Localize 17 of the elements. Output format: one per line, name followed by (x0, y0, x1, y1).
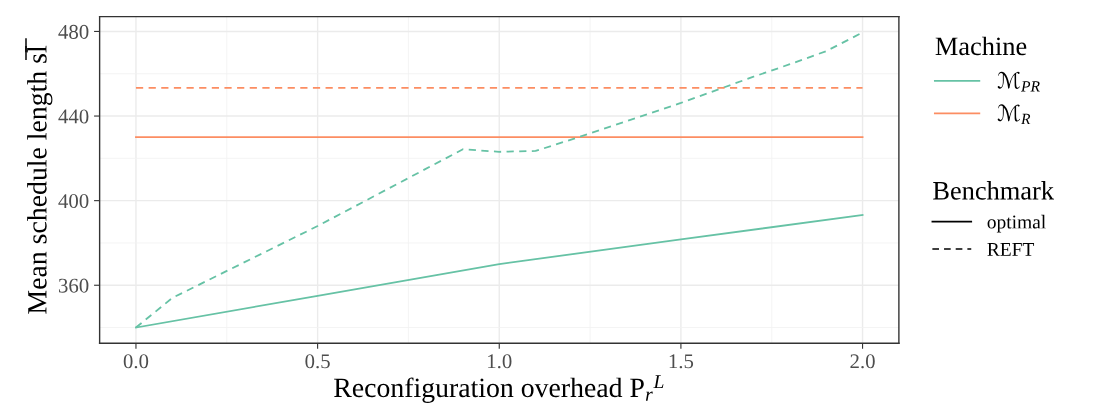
y-tick-label: 400 (58, 194, 89, 209)
text: optimal (987, 214, 1046, 233)
text: Machine (935, 36, 1027, 56)
x-tick-label: 1.5 (669, 354, 694, 369)
y-tick-label: 440 (58, 109, 89, 124)
x-tick-label: 1.0 (488, 354, 512, 369)
x-tick-label: 0.0 (123, 354, 149, 369)
text: REFT (987, 243, 1035, 256)
y-tick-label: 360 (58, 278, 89, 293)
x-tick-label: 0.5 (305, 354, 330, 369)
y-axis-title: Mean schedule length s̅l̅ (25, 38, 53, 314)
x-axis-title: Reconfiguration overhead P$_{r}$$^{L}$ (334, 375, 664, 403)
text: Benchmark (933, 181, 1055, 200)
y-tick-label: 480 (58, 24, 89, 39)
legend-label: ℳ$_{PR}$ (997, 71, 1040, 92)
legend-label: ℳ$_{R}$ (997, 104, 1031, 125)
x-tick-label: 2.0 (850, 354, 875, 369)
